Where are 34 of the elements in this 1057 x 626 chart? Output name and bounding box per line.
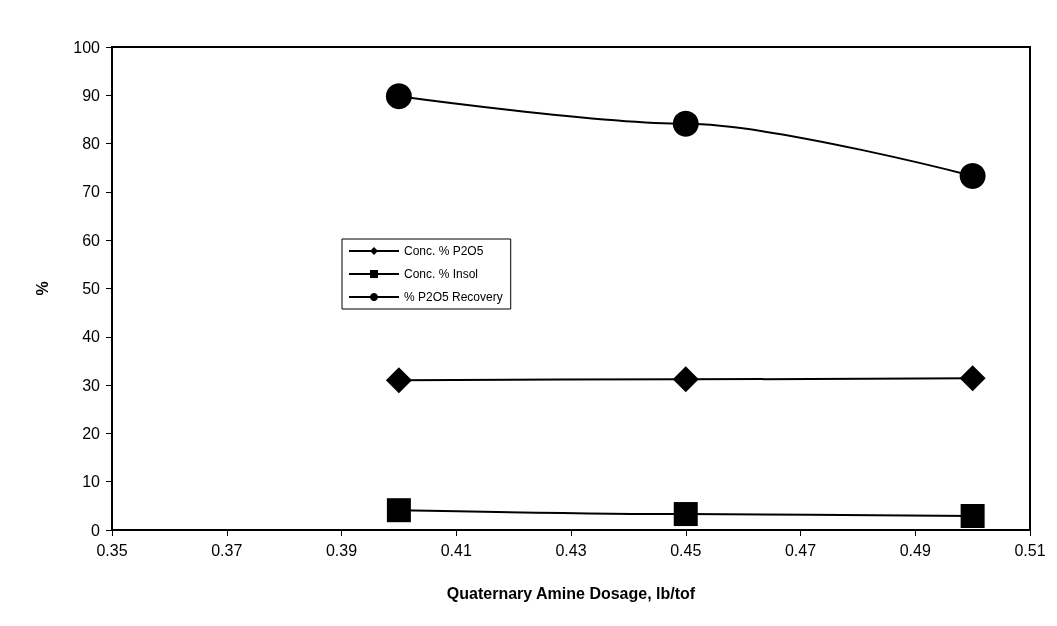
y-tick-label: 40 bbox=[82, 328, 101, 346]
x-tick-label: 0.49 bbox=[899, 541, 931, 559]
y-tick-label: 0 bbox=[91, 521, 101, 539]
point bbox=[385, 83, 412, 110]
x-tick-label: 0.37 bbox=[211, 541, 243, 559]
y-tick-label: 30 bbox=[82, 376, 101, 394]
x-tick-label: 0.43 bbox=[555, 541, 587, 559]
legend-label: Conc. % P2O5 bbox=[404, 244, 484, 258]
x-tick-label: 0.45 bbox=[670, 541, 702, 559]
x-tick-label: 0.51 bbox=[1014, 541, 1046, 559]
point bbox=[959, 365, 986, 392]
y-tick-label: 70 bbox=[82, 183, 101, 201]
x-axis-title: Quaternary Amine Dosage, lb/tof bbox=[446, 584, 696, 602]
point bbox=[386, 498, 411, 523]
y-tick-label: 10 bbox=[82, 473, 101, 491]
x-tick-label: 0.41 bbox=[440, 541, 472, 559]
y-tick-label: 90 bbox=[82, 86, 101, 104]
x-tick-label: 0.35 bbox=[96, 541, 128, 559]
y-tick-label: 20 bbox=[82, 424, 101, 442]
point bbox=[960, 503, 985, 528]
point bbox=[672, 110, 699, 137]
x-tick-label: 0.39 bbox=[325, 541, 358, 559]
point bbox=[673, 502, 698, 527]
y-tick-label: 50 bbox=[82, 280, 101, 297]
point bbox=[385, 367, 412, 394]
point bbox=[959, 162, 986, 189]
legend-label: Conc. % Insol bbox=[404, 267, 479, 281]
y-tick-label: 100 bbox=[73, 38, 101, 56]
y-tick-label: 80 bbox=[82, 135, 101, 153]
x-tick-label: 0.47 bbox=[784, 541, 817, 559]
y-tick-label: 60 bbox=[82, 231, 101, 249]
point bbox=[672, 366, 699, 393]
y-axis-title: % bbox=[33, 281, 51, 296]
legend-label: % P2O5 Recovery bbox=[404, 290, 503, 304]
